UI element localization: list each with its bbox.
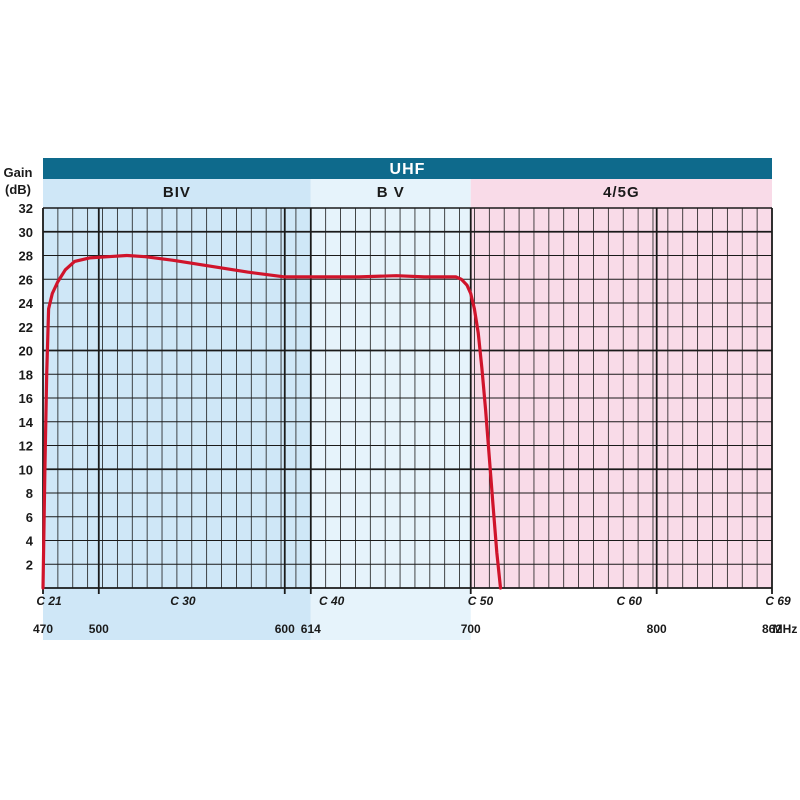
x-tick-label: 470 (33, 622, 53, 636)
y-axis-unit: (dB) (5, 182, 31, 197)
band-label: 4/5G (603, 184, 640, 201)
y-tick-label: 16 (19, 391, 33, 406)
x-tick-label: 800 (647, 622, 667, 636)
x-tick-label: 614 (301, 622, 321, 636)
chart-title: UHF (390, 161, 426, 178)
y-axis-label: Gain (4, 165, 33, 180)
channel-label: C 21 (36, 594, 62, 608)
gain-curve-layer (41, 253, 503, 590)
channel-label: C 40 (319, 594, 345, 608)
y-tick-label: 24 (19, 296, 34, 311)
channel-label: C 30 (170, 594, 196, 608)
uhf-header-bar (43, 158, 772, 179)
y-tick-label: 10 (19, 462, 33, 477)
y-tick-label: 14 (19, 415, 34, 430)
y-tick-label: 28 (19, 249, 33, 264)
channel-label: C 60 (617, 594, 643, 608)
y-tick-label: 6 (26, 510, 33, 525)
y-tick-label: 18 (19, 367, 33, 382)
band-4-5g-area (470, 179, 772, 588)
band-label: B V (377, 184, 405, 201)
y-tick-label: 8 (26, 486, 33, 501)
x-axis-unit: MHz (773, 622, 798, 636)
x-tick-label: 500 (89, 622, 109, 636)
x-tick-label: 700 (461, 622, 481, 636)
channel-label: C 69 (765, 594, 791, 608)
y-tick-label: 22 (19, 320, 33, 335)
y-tick-label: 26 (19, 272, 33, 287)
channel-label: C 50 (468, 594, 494, 608)
y-tick-label: 2 (26, 557, 33, 572)
x-tick-label: 862 (762, 622, 782, 636)
frequency-bands: BIV B V 4/5G (43, 179, 772, 640)
band-b-v-area (310, 179, 471, 640)
x-tick-label: 600 (275, 622, 295, 636)
band-label: BIV (163, 184, 191, 201)
y-tick-label: 30 (19, 225, 33, 240)
y-tick-label: 32 (19, 201, 33, 216)
y-tick-label: 20 (19, 344, 33, 359)
y-tick-label: 4 (26, 534, 34, 549)
gain-curve (41, 253, 503, 590)
chart-header: UHF Gain (dB) (4, 158, 772, 197)
y-tick-label: 12 (19, 439, 33, 454)
